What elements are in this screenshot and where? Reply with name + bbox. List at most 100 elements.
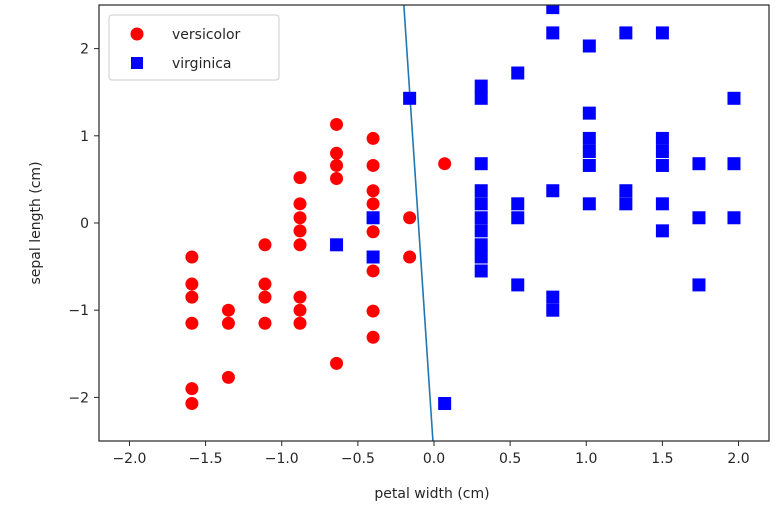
virginica-point (582, 197, 596, 211)
versicolor-point (403, 250, 417, 264)
virginica-point (474, 157, 488, 171)
virginica-point (546, 5, 560, 15)
virginica-point (692, 157, 706, 171)
decision-boundary-line (403, 5, 434, 441)
virginica-point (511, 66, 525, 80)
virginica-point (619, 184, 633, 198)
virginica-point (582, 131, 596, 145)
virginica-point (474, 91, 488, 105)
versicolor-point (185, 290, 199, 304)
virginica-point (582, 158, 596, 172)
x-tick-label: 2.0 (727, 451, 749, 467)
virginica-point (546, 26, 560, 40)
virginica-point (474, 238, 488, 252)
y-tick-label: −2 (68, 390, 89, 406)
versicolor-point (185, 316, 199, 330)
versicolor-point (185, 382, 199, 396)
versicolor-point (330, 356, 344, 370)
x-tick-label: 1.5 (651, 451, 673, 467)
virginica-point (474, 264, 488, 278)
versicolor-point (293, 211, 307, 225)
virginica-point (655, 131, 669, 145)
virginica-point (474, 211, 488, 225)
virginica-point (546, 290, 560, 304)
virginica-point (727, 91, 741, 105)
virginica-point (438, 397, 452, 411)
versicolor-point (258, 316, 272, 330)
virginica-point (655, 197, 669, 211)
versicolor-point (293, 316, 307, 330)
versicolor-point (258, 238, 272, 252)
virginica-point (619, 26, 633, 40)
versicolor-point (366, 330, 380, 344)
virginica-point (366, 211, 380, 225)
virginica-point (727, 157, 741, 171)
versicolor-point (221, 303, 235, 317)
virginica-point (403, 91, 417, 105)
virginica-point (655, 158, 669, 172)
virginica-point (330, 238, 344, 252)
x-tick-label: −1.5 (189, 451, 223, 467)
y-tick-label: −1 (68, 303, 89, 319)
versicolor-point (403, 211, 417, 225)
versicolor-point (293, 224, 307, 238)
virginica-point (692, 211, 706, 225)
x-tick-label: 0.5 (499, 451, 521, 467)
y-axis-ticks: 2 1 0 −1 −2 (68, 42, 99, 406)
versicolor-point (258, 290, 272, 304)
virginica-point (474, 197, 488, 211)
x-tick-label: −2.0 (112, 451, 146, 467)
virginica-point (474, 224, 488, 238)
versicolor-point (293, 171, 307, 185)
versicolor-point (330, 146, 344, 160)
decision-boundary-line (403, 5, 434, 441)
virginica-point (546, 184, 560, 198)
virginica-point (474, 79, 488, 93)
legend-label-virginica: virginica (172, 56, 232, 72)
x-tick-label: −0.5 (341, 451, 375, 467)
versicolor-point (293, 238, 307, 252)
y-tick-label: 2 (80, 42, 89, 58)
versicolor-point (366, 184, 380, 198)
virginica-point (692, 278, 706, 292)
versicolor-point (293, 290, 307, 304)
versicolor-point (185, 250, 199, 264)
virginica-point (511, 197, 525, 211)
virginica-point (511, 211, 525, 225)
data-points (185, 5, 741, 411)
versicolor-point (221, 370, 235, 384)
versicolor-point (366, 304, 380, 318)
x-axis-label: petal width (cm) (374, 486, 489, 502)
legend-box (108, 14, 280, 81)
versicolor-point (185, 277, 199, 291)
virginica-point (655, 26, 669, 40)
virginica-point (582, 106, 596, 120)
y-tick-label: 1 (80, 129, 89, 145)
x-tick-label: 1.0 (575, 451, 597, 467)
versicolor-point (258, 277, 272, 291)
virginica-point (474, 184, 488, 198)
versicolor-point (221, 316, 235, 330)
virginica-point (619, 197, 633, 211)
versicolor-point (366, 197, 380, 211)
virginica-point (727, 211, 741, 225)
x-tick-label: −1.0 (265, 451, 299, 467)
legend-square-icon (131, 57, 143, 69)
x-tick-label: 0.0 (423, 451, 445, 467)
versicolor-point (293, 197, 307, 211)
versicolor-point (185, 397, 199, 411)
x-axis-ticks: −2.0 −1.5 −1.0 −0.5 0.0 0.5 1.0 1.5 2.0 (112, 441, 750, 467)
versicolor-point (330, 117, 344, 131)
legend: versicolor virginica (108, 14, 280, 81)
virginica-point (511, 278, 525, 292)
versicolor-point (293, 303, 307, 317)
virginica-point (655, 144, 669, 158)
virginica-point (582, 144, 596, 158)
y-axis-label: sepal length (cm) (28, 161, 44, 284)
versicolor-point (330, 158, 344, 172)
versicolor-point (366, 225, 380, 239)
versicolor-point (366, 131, 380, 145)
versicolor-point (438, 157, 452, 171)
virginica-point (655, 224, 669, 238)
